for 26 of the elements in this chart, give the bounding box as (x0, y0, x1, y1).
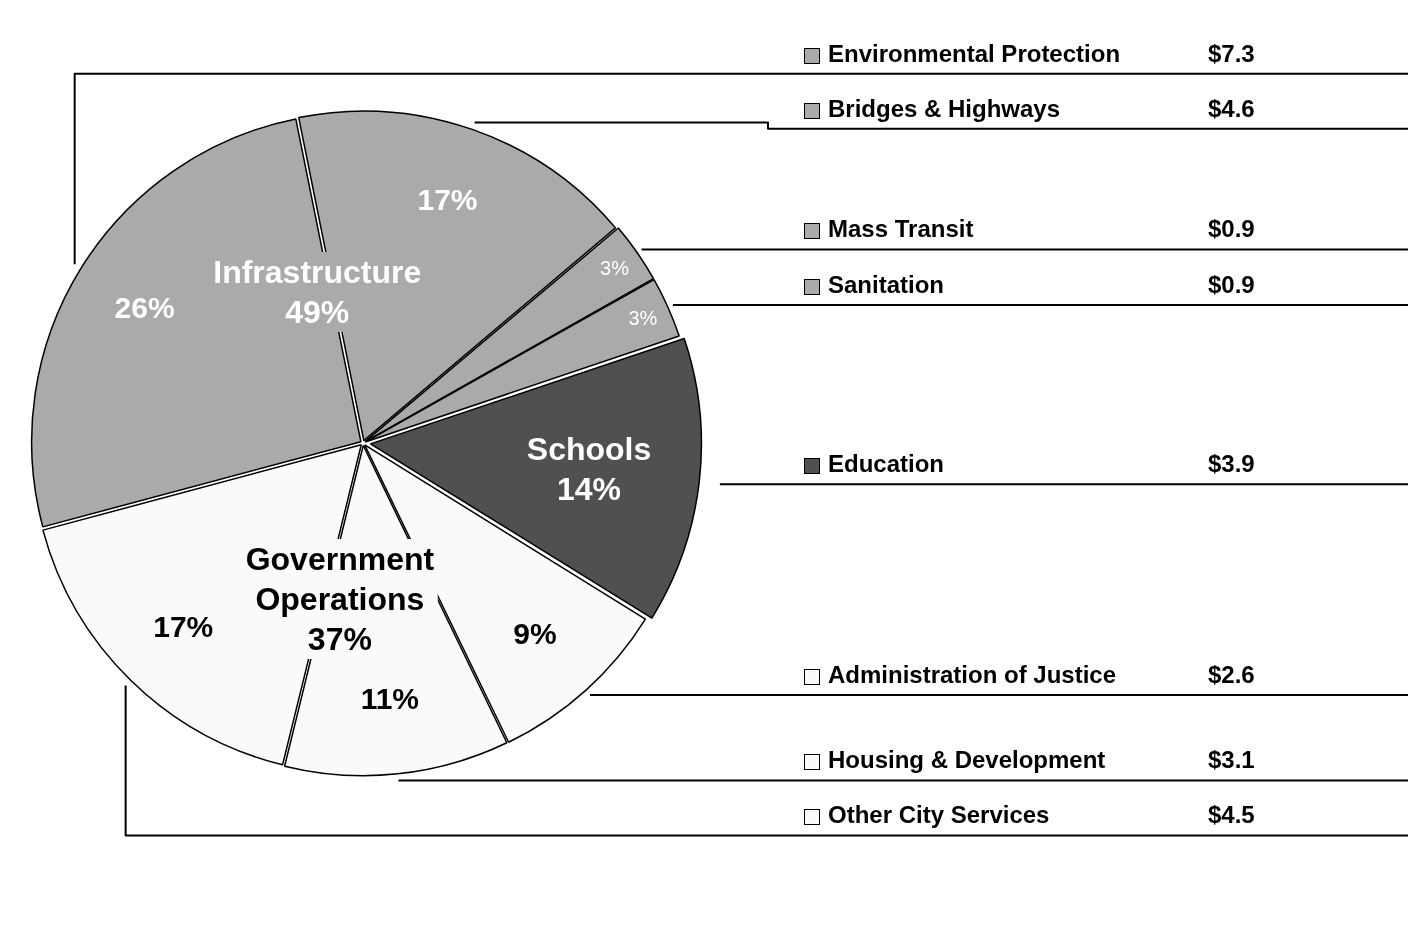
text: Government Operations 37% (241, 539, 439, 660)
text: $7.3 (1208, 39, 1255, 68)
legend-label: Sanitation (828, 271, 945, 299)
data-label: 3% (628, 306, 658, 330)
text: $0.9 (1208, 271, 1255, 299)
text: $3.9 (1208, 450, 1255, 479)
data-label: 9% (513, 616, 557, 651)
data-label: 17% (153, 609, 214, 644)
data-label: 11% (360, 681, 420, 716)
legend-label: Environmental Protection (828, 39, 1121, 68)
text: $2.6 (1208, 661, 1255, 690)
text: Schools 14% (522, 429, 656, 510)
legend-label: Bridges & Highways (828, 94, 1061, 123)
data-label: 17% (417, 183, 478, 218)
text: $4.5 (1208, 801, 1255, 830)
text: $0.9 (1208, 215, 1255, 244)
data-label: 26% (114, 290, 175, 325)
text: $4.6 (1208, 94, 1255, 123)
text: $3.1 (1208, 746, 1255, 775)
text: Infrastructure 49% (209, 251, 426, 332)
data-label: 3% (600, 256, 629, 280)
legend-label: Other City Services (828, 801, 1050, 830)
legend-label: Education (828, 450, 945, 479)
legend-label: Administration of Justice (828, 661, 1117, 690)
legend-label: Mass Transit (828, 215, 974, 244)
legend-label: Housing & Development (828, 746, 1106, 775)
